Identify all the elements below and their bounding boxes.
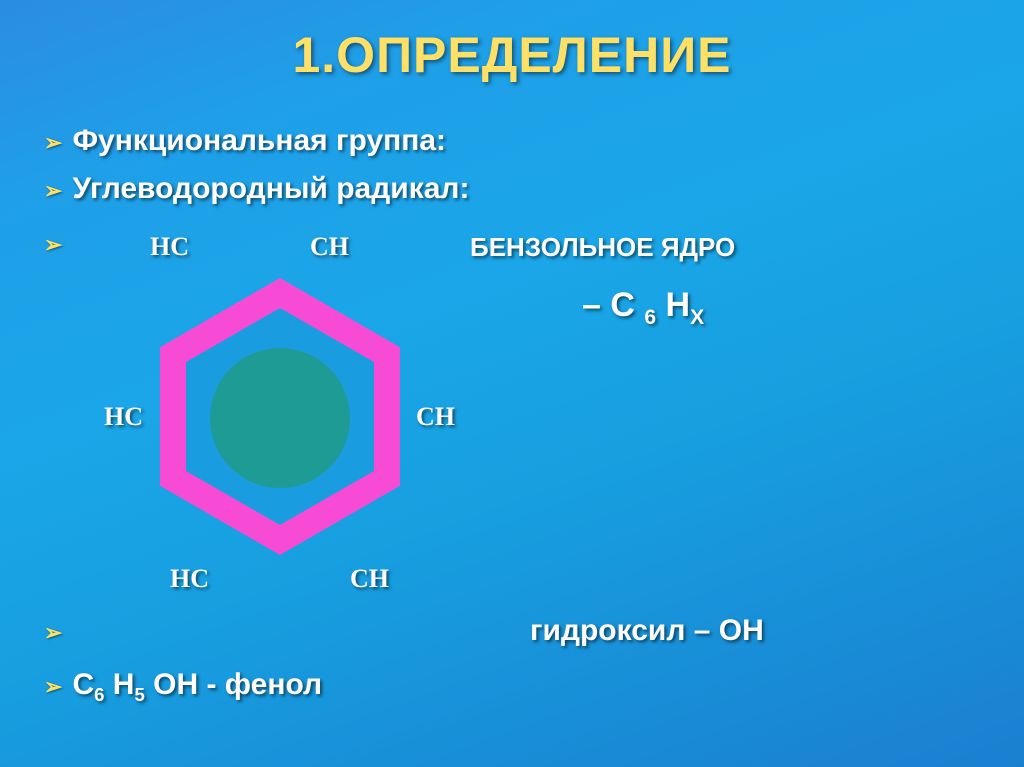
phenol-6: 6 xyxy=(94,684,104,705)
bullet-1: ➢ Функциональная группа: xyxy=(44,124,446,158)
label-ch-mid: CH xyxy=(416,402,455,432)
benzene-circle xyxy=(210,348,350,488)
chevron-icon: ➢ xyxy=(44,676,62,698)
bullet-hydroxyl: ➢ xyxy=(44,622,72,644)
chevron-icon: ➢ xyxy=(44,180,62,202)
slide-title: 1.ОПРЕДЕЛЕНИЕ xyxy=(0,26,1024,84)
bullet-phenol: ➢ С6 Н5 ОН - фенол xyxy=(44,668,322,706)
phenol-rest: ОН - фенол xyxy=(145,668,322,701)
formula-pre: – С xyxy=(582,286,644,324)
chevron-icon: ➢ xyxy=(44,622,62,644)
label-hc-top: HC xyxy=(150,232,189,262)
phenol-h: Н xyxy=(104,668,134,701)
phenol-5: 5 xyxy=(134,684,144,705)
label-phenol: С6 Н5 ОН - фенол xyxy=(72,668,322,706)
chevron-icon: ➢ xyxy=(44,132,62,154)
label-ch-top: CH xyxy=(310,232,349,262)
bullet-1-text: Функциональная группа: xyxy=(72,124,446,158)
chevron-icon: ➢ xyxy=(44,234,62,256)
bullet-2-text: Углеводородный радикал: xyxy=(72,172,469,206)
label-hc-bot: HC xyxy=(170,564,209,594)
bullet-3: ➢ xyxy=(44,234,72,256)
label-hydroxyl: гидроксил – ОН xyxy=(530,614,764,648)
formula-post: Н xyxy=(656,286,690,324)
phenol-c: С xyxy=(72,668,94,701)
formula-subx: Х xyxy=(690,306,704,329)
formula-sub6: 6 xyxy=(644,306,656,329)
label-ch-bot: CH xyxy=(350,564,389,594)
bullet-2: ➢ Углеводородный радикал: xyxy=(44,172,469,206)
label-benzene-core: БЕНЗОЛЬНОЕ ЯДРО xyxy=(470,232,735,263)
formula-c6hx: – С 6 НХ xyxy=(582,286,704,330)
label-hc-mid: HC xyxy=(104,402,143,432)
